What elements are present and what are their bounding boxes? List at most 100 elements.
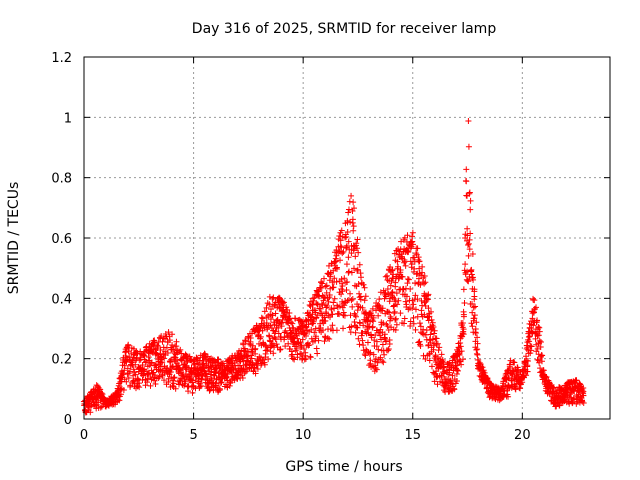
- data-point: [242, 338, 249, 345]
- data-point: [417, 342, 424, 349]
- data-point: [385, 291, 392, 298]
- data-point: [259, 327, 266, 334]
- data-point: [465, 278, 472, 285]
- data-point: [360, 322, 367, 329]
- data-point: [124, 365, 131, 372]
- data-point: [227, 379, 234, 386]
- data-point: [273, 341, 280, 348]
- data-point: [375, 301, 382, 308]
- data-point: [355, 249, 362, 256]
- data-point: [426, 357, 433, 364]
- data-point: [286, 309, 293, 316]
- data-point: [271, 342, 278, 349]
- data-point: [188, 374, 195, 381]
- data-point: [159, 372, 166, 379]
- data-point: [167, 368, 174, 375]
- data-point: [469, 250, 476, 257]
- data-point: [269, 295, 276, 302]
- data-point: [414, 245, 421, 252]
- data-point: [339, 250, 346, 257]
- data-point: [470, 276, 477, 283]
- data-point: [323, 289, 330, 296]
- data-point: [212, 380, 219, 387]
- data-point: [350, 227, 357, 234]
- data-point: [202, 370, 209, 377]
- data-point: [479, 364, 486, 371]
- data-point: [365, 314, 372, 321]
- data-point: [459, 356, 466, 363]
- data-point: [540, 367, 547, 374]
- data-point: [478, 363, 485, 370]
- data-point: [566, 400, 573, 407]
- data-point: [580, 388, 587, 395]
- data-point: [426, 313, 433, 320]
- data-point: [402, 262, 409, 269]
- data-point: [473, 319, 480, 326]
- data-point: [139, 361, 146, 368]
- data-point: [249, 359, 256, 366]
- data-point: [354, 236, 361, 243]
- data-point: [341, 302, 348, 309]
- data-point: [319, 327, 326, 334]
- data-point: [134, 375, 141, 382]
- data-point: [116, 397, 123, 404]
- data-point: [136, 380, 143, 387]
- data-points: [80, 118, 587, 416]
- data-point: [471, 312, 478, 319]
- data-point: [289, 351, 296, 358]
- data-point: [422, 356, 429, 363]
- data-point: [401, 234, 408, 241]
- data-point: [415, 275, 422, 282]
- data-point: [524, 344, 531, 351]
- data-point: [361, 284, 368, 291]
- data-point: [400, 320, 407, 327]
- data-point: [421, 272, 428, 279]
- data-point: [391, 302, 398, 309]
- data-point: [395, 297, 402, 304]
- data-point: [344, 228, 351, 235]
- data-point: [392, 315, 399, 322]
- data-point: [525, 336, 532, 343]
- data-point: [409, 241, 416, 248]
- data-point: [350, 247, 357, 254]
- data-point: [473, 346, 480, 353]
- data-point: [349, 303, 356, 310]
- data-point: [242, 337, 249, 344]
- data-point: [344, 278, 351, 285]
- data-point: [472, 329, 479, 336]
- x-tick-labels: 0 5 10 15 20: [80, 428, 531, 443]
- data-point: [291, 315, 298, 322]
- data-point: [447, 377, 454, 384]
- data-point: [284, 306, 291, 313]
- data-point: [467, 197, 474, 204]
- data-point: [289, 355, 296, 362]
- data-point: [349, 216, 356, 223]
- data-point: [329, 311, 336, 318]
- data-point: [465, 252, 472, 259]
- data-point: [412, 306, 419, 313]
- y-tick-label: 0.6: [51, 232, 72, 247]
- data-point: [524, 362, 531, 369]
- data-point: [177, 346, 184, 353]
- data-point: [403, 301, 410, 308]
- data-point: [343, 233, 350, 240]
- data-point: [438, 351, 445, 358]
- data-point: [358, 332, 365, 339]
- data-point: [368, 334, 375, 341]
- data-point: [324, 302, 331, 309]
- data-point: [321, 314, 328, 321]
- data-point: [316, 293, 323, 300]
- data-point: [224, 371, 231, 378]
- y-tick-labels: 0 0.2 0.4 0.6 0.8 1 1.2: [51, 51, 72, 428]
- data-point: [427, 331, 434, 338]
- data-point: [347, 218, 354, 225]
- data-point: [132, 361, 139, 368]
- data-point: [258, 360, 265, 367]
- data-point: [272, 335, 279, 342]
- data-point: [241, 345, 248, 352]
- data-point: [324, 335, 331, 342]
- data-point: [176, 366, 183, 373]
- data-point: [115, 396, 122, 403]
- data-point: [266, 301, 273, 308]
- data-point: [336, 303, 343, 310]
